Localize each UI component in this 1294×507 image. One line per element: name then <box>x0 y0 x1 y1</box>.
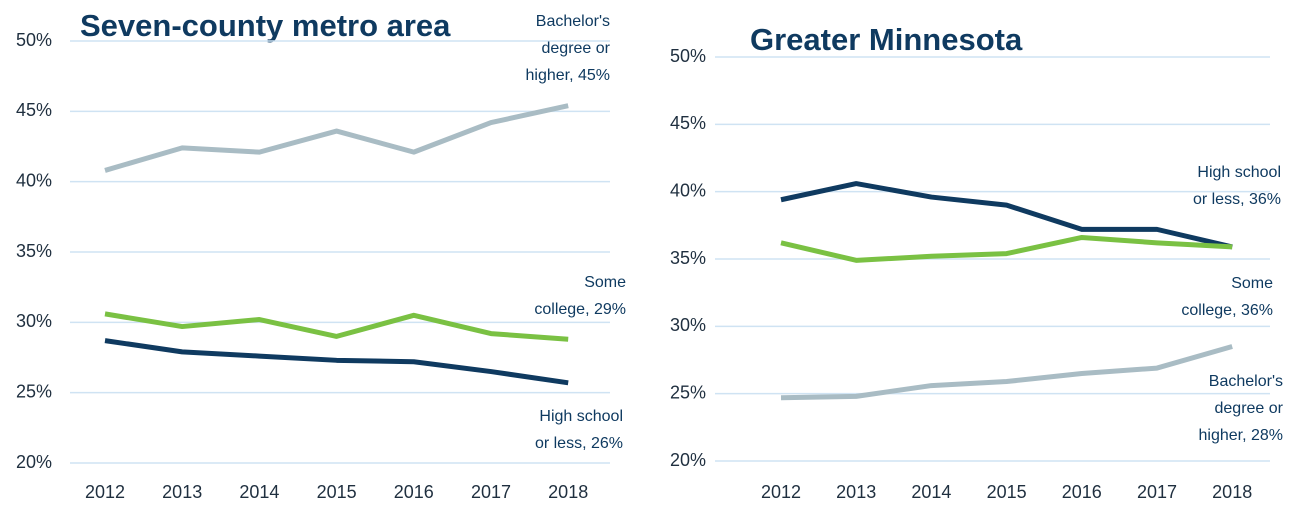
series-annotation: Bachelor's <box>536 13 610 30</box>
y-tick-label: 25% <box>16 381 52 401</box>
x-tick-label: 2017 <box>471 482 511 502</box>
series-line <box>780 234 1233 263</box>
x-tick-label: 2013 <box>836 482 876 502</box>
x-tick-label: 2015 <box>317 482 357 502</box>
series-line <box>780 181 1233 250</box>
y-tick-label: 35% <box>670 248 706 268</box>
series-annotation: or less, 26% <box>535 435 623 452</box>
series-annotation: or less, 36% <box>1193 191 1281 208</box>
chart-title: Seven-county metro area <box>80 8 451 43</box>
y-tick-label: 35% <box>16 241 52 261</box>
x-tick-label: 2018 <box>548 482 588 502</box>
series-annotation: Some <box>584 274 626 291</box>
y-tick-label: 50% <box>670 46 706 66</box>
series-annotation: degree or <box>1215 400 1284 417</box>
y-tick-label: 45% <box>16 100 52 120</box>
x-tick-label: 2016 <box>1062 482 1102 502</box>
y-tick-label: 25% <box>670 382 706 402</box>
x-tick-label: 2012 <box>761 482 801 502</box>
y-tick-label: 40% <box>16 170 52 190</box>
series-line <box>780 344 1233 401</box>
x-tick-label: 2015 <box>987 482 1027 502</box>
chart-title: Greater Minnesota <box>750 22 1023 57</box>
series-line <box>104 338 569 386</box>
y-tick-label: 45% <box>670 113 706 133</box>
y-tick-label: 30% <box>16 311 52 331</box>
series-annotation: degree or <box>542 40 611 57</box>
y-tick-label: 50% <box>16 30 52 50</box>
series-annotation: Bachelor's <box>1209 373 1283 390</box>
y-tick-label: 40% <box>670 180 706 200</box>
x-tick-label: 2017 <box>1137 482 1177 502</box>
series-annotation: higher, 45% <box>525 67 610 84</box>
x-tick-label: 2018 <box>1212 482 1252 502</box>
x-tick-label: 2012 <box>85 482 125 502</box>
series-annotation: college, 29% <box>534 301 626 318</box>
y-tick-label: 30% <box>670 315 706 335</box>
series-line <box>104 311 569 342</box>
x-tick-label: 2016 <box>394 482 434 502</box>
series-annotation: Some <box>1231 275 1273 292</box>
x-tick-label: 2014 <box>911 482 951 502</box>
series-annotation: High school <box>1197 164 1281 181</box>
series-annotation: higher, 28% <box>1198 427 1283 444</box>
series-annotation: High school <box>539 408 623 425</box>
y-tick-label: 20% <box>16 452 52 472</box>
y-tick-label: 20% <box>670 450 706 470</box>
x-tick-label: 2014 <box>239 482 279 502</box>
series-line <box>104 103 569 173</box>
series-annotation: college, 36% <box>1181 302 1273 319</box>
x-tick-label: 2013 <box>162 482 202 502</box>
